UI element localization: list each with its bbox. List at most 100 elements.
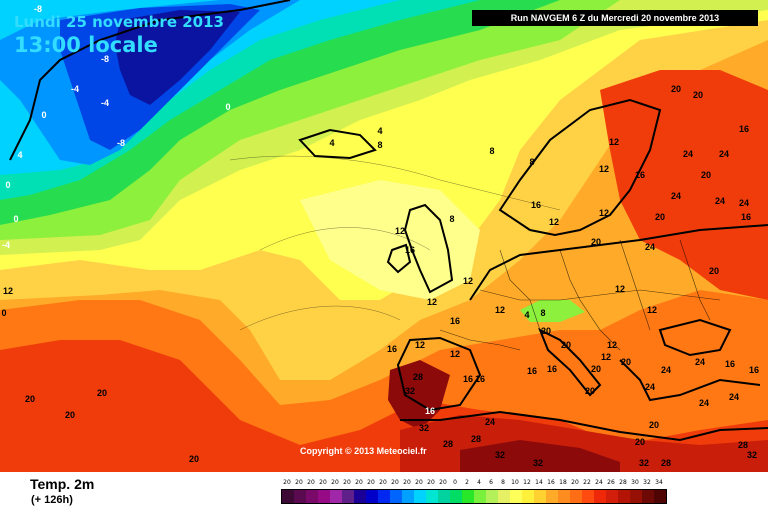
scale-swatch — [594, 490, 606, 503]
forecast-time: 13:00 locale — [14, 33, 158, 57]
scale-label: 20 — [295, 479, 303, 486]
scale-label: 20 — [439, 479, 447, 486]
temperature-label: 28 — [738, 440, 748, 450]
scale-label: 20 — [427, 479, 435, 486]
temperature-label: 12 — [495, 305, 505, 315]
scale-label: 10 — [511, 479, 519, 486]
scale-label: 4 — [477, 479, 481, 486]
scale-label: 12 — [523, 479, 531, 486]
coast-iberia — [396, 336, 482, 412]
scale-label: 20 — [379, 479, 387, 486]
temperature-label: 24 — [739, 198, 749, 208]
band-red-russia — [600, 70, 768, 300]
scale-swatch — [474, 490, 486, 503]
temperature-label: 16 — [531, 200, 541, 210]
temperature-label: 24 — [485, 417, 495, 427]
temperature-label: 20 — [585, 386, 595, 396]
temperature-label: 20 — [621, 357, 631, 367]
temperature-label: 8 — [540, 308, 545, 318]
temperature-label: -4 — [101, 98, 109, 108]
temperature-label: 20 — [65, 410, 75, 420]
scale-swatch — [366, 490, 378, 503]
temperature-label: 12 — [607, 340, 617, 350]
scale-swatch — [522, 490, 534, 503]
temperature-label: 20 — [561, 340, 571, 350]
coast-black-sea — [658, 318, 732, 357]
scale-label: 20 — [367, 479, 375, 486]
isotherms — [229, 155, 561, 331]
temperature-label: 12 — [609, 137, 619, 147]
isotherm-c — [239, 305, 401, 331]
scale-label: 20 — [343, 479, 351, 486]
temperature-label: 20 — [701, 170, 711, 180]
temperature-label: 12 — [601, 352, 611, 362]
temperature-label: 16 — [547, 364, 557, 374]
scale-label: 14 — [535, 479, 543, 486]
temperature-label: 12 — [427, 297, 437, 307]
temperature-label: -8 — [101, 54, 109, 64]
temperature-label: 4 — [377, 126, 382, 136]
temperature-label: 16 — [749, 365, 759, 375]
temperature-label: 16 — [463, 374, 473, 384]
scale-swatch — [462, 490, 474, 503]
temperature-label: 32 — [639, 458, 649, 468]
scale-label: 16 — [547, 479, 555, 486]
scale-label: 20 — [415, 479, 423, 486]
temperature-label: 28 — [413, 372, 423, 382]
border-a — [479, 289, 721, 301]
temperature-label: 8 — [529, 157, 534, 167]
temperature-label: 16 — [725, 359, 735, 369]
temperature-label: 20 — [541, 326, 551, 336]
temperature-label: 28 — [443, 439, 453, 449]
temperature-label: 20 — [649, 420, 659, 430]
temperature-label: 24 — [695, 357, 705, 367]
scale-label: 24 — [595, 479, 603, 486]
temperature-label: 24 — [683, 149, 693, 159]
temperature-label: 24 — [645, 382, 655, 392]
temperature-label: 12 — [450, 349, 460, 359]
temperature-label: 4 — [17, 150, 22, 160]
coast-europe-north — [469, 224, 768, 301]
scale-label: 20 — [391, 479, 399, 486]
temperature-label: 8 — [377, 140, 382, 150]
temperature-label: 16 — [635, 170, 645, 180]
temperature-label: 16 — [450, 316, 460, 326]
scale-swatch — [486, 490, 498, 503]
forecast-lead-time: (+ 126h) — [31, 494, 73, 506]
scale-label: 2 — [465, 479, 469, 486]
scale-label: 28 — [619, 479, 627, 486]
scale-label: 20 — [283, 479, 291, 486]
temperature-label: 24 — [719, 149, 729, 159]
scale-label: 20 — [355, 479, 363, 486]
temperature-label: 0 — [5, 180, 10, 190]
scale-swatch — [414, 490, 426, 503]
scale-swatch — [450, 490, 462, 503]
scale-swatch — [570, 490, 582, 503]
band-maroon-iberia — [388, 360, 450, 430]
temperature-label: 16 — [475, 374, 485, 384]
scale-swatch — [630, 490, 642, 503]
band-green-alps — [520, 300, 585, 322]
temperature-label: -8 — [117, 138, 125, 148]
temperature-label: 16 — [739, 124, 749, 134]
scale-swatch — [318, 490, 330, 503]
scale-swatch — [438, 490, 450, 503]
temperature-label: 28 — [661, 458, 671, 468]
scale-label: 26 — [607, 479, 615, 486]
temperature-label: 12 — [395, 226, 405, 236]
temperature-label: 8 — [489, 146, 494, 156]
scale-swatch — [282, 490, 294, 503]
color-scale-bar — [281, 489, 667, 504]
coast-africa — [400, 410, 768, 442]
copyright-notice: Copyright © 2013 Meteociel.fr — [300, 446, 427, 456]
scale-swatch — [294, 490, 306, 503]
coast-uk — [403, 203, 454, 294]
temperature-label: 24 — [715, 196, 725, 206]
temperature-label: 20 — [635, 437, 645, 447]
scale-swatch — [402, 490, 414, 503]
temperature-label: 16 — [387, 344, 397, 354]
temperature-label: 32 — [419, 423, 429, 433]
scale-label: 34 — [655, 479, 663, 486]
temperature-label: 12 — [615, 284, 625, 294]
scale-swatch — [654, 490, 666, 503]
